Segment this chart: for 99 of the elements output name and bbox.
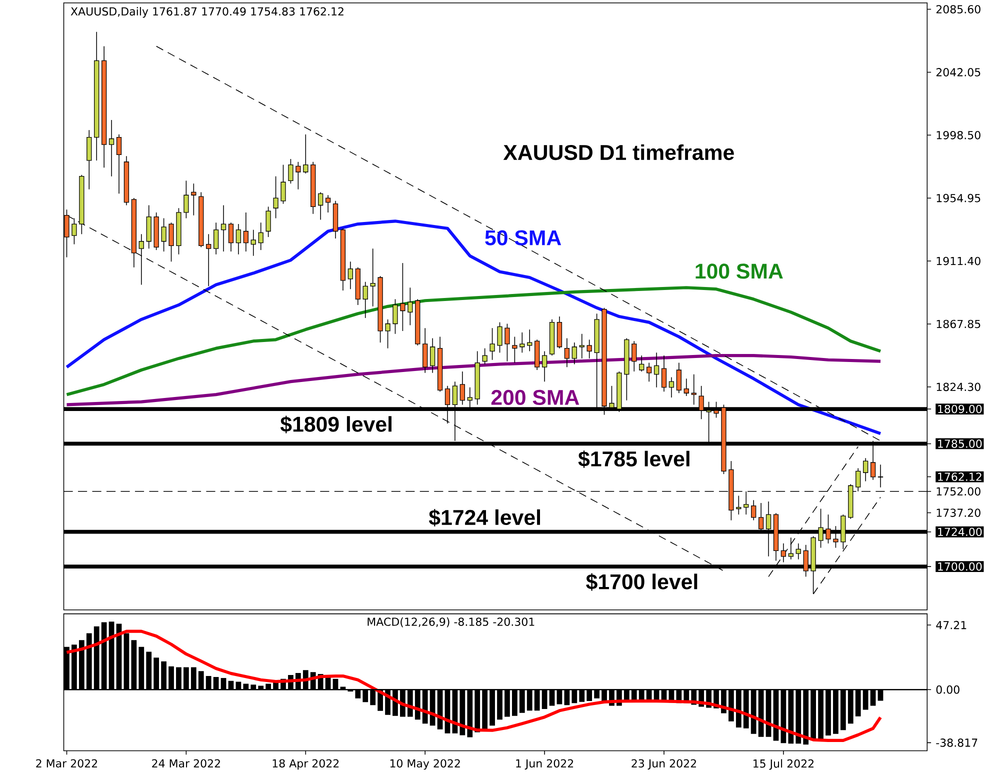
ref-line-label: $1700 level [586, 573, 698, 591]
y-tick-label: 1724.00 [938, 528, 982, 536]
candlestick [878, 464, 884, 488]
candlestick [490, 328, 495, 360]
y-tick-label: 1998.50 [936, 131, 980, 140]
x-tick-label: 23 Jun 2022 [632, 759, 696, 770]
candlestick [258, 222, 264, 250]
candlestick [72, 218, 77, 245]
series-label: 50 SMA [485, 230, 562, 246]
candlestick [228, 222, 234, 252]
candlestick [422, 328, 428, 374]
candlestick [161, 218, 166, 252]
candlestick [362, 281, 368, 318]
candlestick [273, 176, 278, 219]
ref-line-label: $1809 level [280, 416, 392, 434]
candlestick [250, 229, 256, 256]
candlestick [280, 164, 286, 204]
x-tick-label: 1 Jun 2022 [516, 759, 574, 770]
y-tick-label: 2042.05 [936, 68, 980, 76]
line-series [65, 630, 882, 742]
candlestick [668, 376, 674, 398]
line-series [65, 220, 882, 436]
candlestick [108, 120, 114, 177]
y-tick-label: 1752.00 [936, 487, 980, 496]
y-tick-label: 1785.00 [938, 440, 982, 448]
y-tick-label: 1824.30 [936, 382, 980, 392]
candlestick [318, 192, 324, 220]
candlestick [325, 194, 331, 213]
candlestick [385, 319, 390, 349]
candlestick [408, 287, 413, 326]
candlestick [527, 329, 532, 352]
candlestick [86, 130, 92, 190]
y-tick-label: 47.21 [936, 620, 966, 630]
candlestick [639, 355, 644, 372]
candlestick [654, 352, 660, 388]
candlestick [400, 262, 406, 332]
candlestick [243, 212, 248, 252]
candlestick [138, 234, 144, 286]
candlestick [788, 537, 794, 560]
x-tick-label: 2 Mar 2022 [36, 759, 98, 768]
y-tick-label: 0.00 [936, 685, 960, 694]
candlestick [520, 332, 525, 354]
y-tick-label: 1911.40 [936, 256, 980, 266]
x-tick-label: 15 Jul 2022 [754, 759, 814, 770]
y-tick-label: 1700.00 [938, 562, 982, 571]
candlestick [632, 340, 637, 372]
candlestick [220, 204, 226, 252]
candlestick [796, 543, 801, 560]
y-tick-label: 1762.12 [938, 472, 982, 481]
candlestick [266, 206, 271, 238]
candlestick [303, 134, 308, 174]
candlestick [348, 261, 354, 290]
ref-line-label: $1785 level [578, 450, 690, 468]
candlestick [504, 323, 510, 362]
candlestick [392, 298, 398, 334]
x-tick-label: 24 Mar 2022 [152, 759, 220, 768]
candlestick [780, 543, 786, 563]
text: XAUUSD D1 timeframe [503, 144, 734, 160]
candlestick [116, 134, 122, 194]
candlestick [579, 333, 584, 359]
x-tick-label: 18 Apr 2022 [272, 759, 339, 770]
candlestick [288, 158, 294, 184]
candlestick [684, 378, 689, 396]
y-tick-label: 1867.85 [936, 320, 980, 328]
candlestick [676, 362, 682, 394]
candlestick [646, 362, 652, 382]
chart-subtitle: XAUUSD,Daily 1761.87 1770.49 1754.83 1762.12 [70, 7, 344, 18]
candlestick [236, 224, 242, 255]
series-label: 100 SMA [696, 264, 783, 279]
y-tick-label: 1737.20 [936, 508, 980, 517]
candlestick [184, 180, 189, 219]
y-tick-label: 1954.95 [936, 194, 980, 202]
candlestick [512, 336, 518, 364]
candlestick [736, 495, 742, 515]
series-label: 200 SMA [491, 390, 580, 406]
candlestick [213, 222, 219, 255]
candlestick [497, 322, 502, 354]
candlestick [168, 222, 174, 262]
candlestick [191, 183, 196, 216]
ref-line-label: $1724 level [428, 509, 540, 526]
candlestick [661, 355, 667, 392]
candlestick [751, 500, 756, 521]
candlestick [572, 342, 577, 365]
candlestick [482, 348, 488, 365]
chart-title: MACD(12,26,9) -8.185 -20.301 [368, 617, 534, 628]
y-tick-label: -38.817 [936, 738, 978, 747]
candlestick [586, 339, 592, 359]
candlestick [430, 338, 436, 374]
y-tick-label: 2085.60 [936, 5, 980, 14]
x-tick-label: 10 May 2022 [390, 759, 460, 770]
candlestick [206, 234, 212, 287]
candlestick [370, 248, 376, 307]
candlestick [542, 350, 548, 382]
candlestick [863, 458, 868, 482]
candlestick [691, 374, 696, 406]
candlestick [460, 371, 465, 406]
y-tick-label: 1809.00 [938, 404, 982, 414]
candlestick [564, 338, 570, 368]
candlestick [296, 162, 301, 190]
